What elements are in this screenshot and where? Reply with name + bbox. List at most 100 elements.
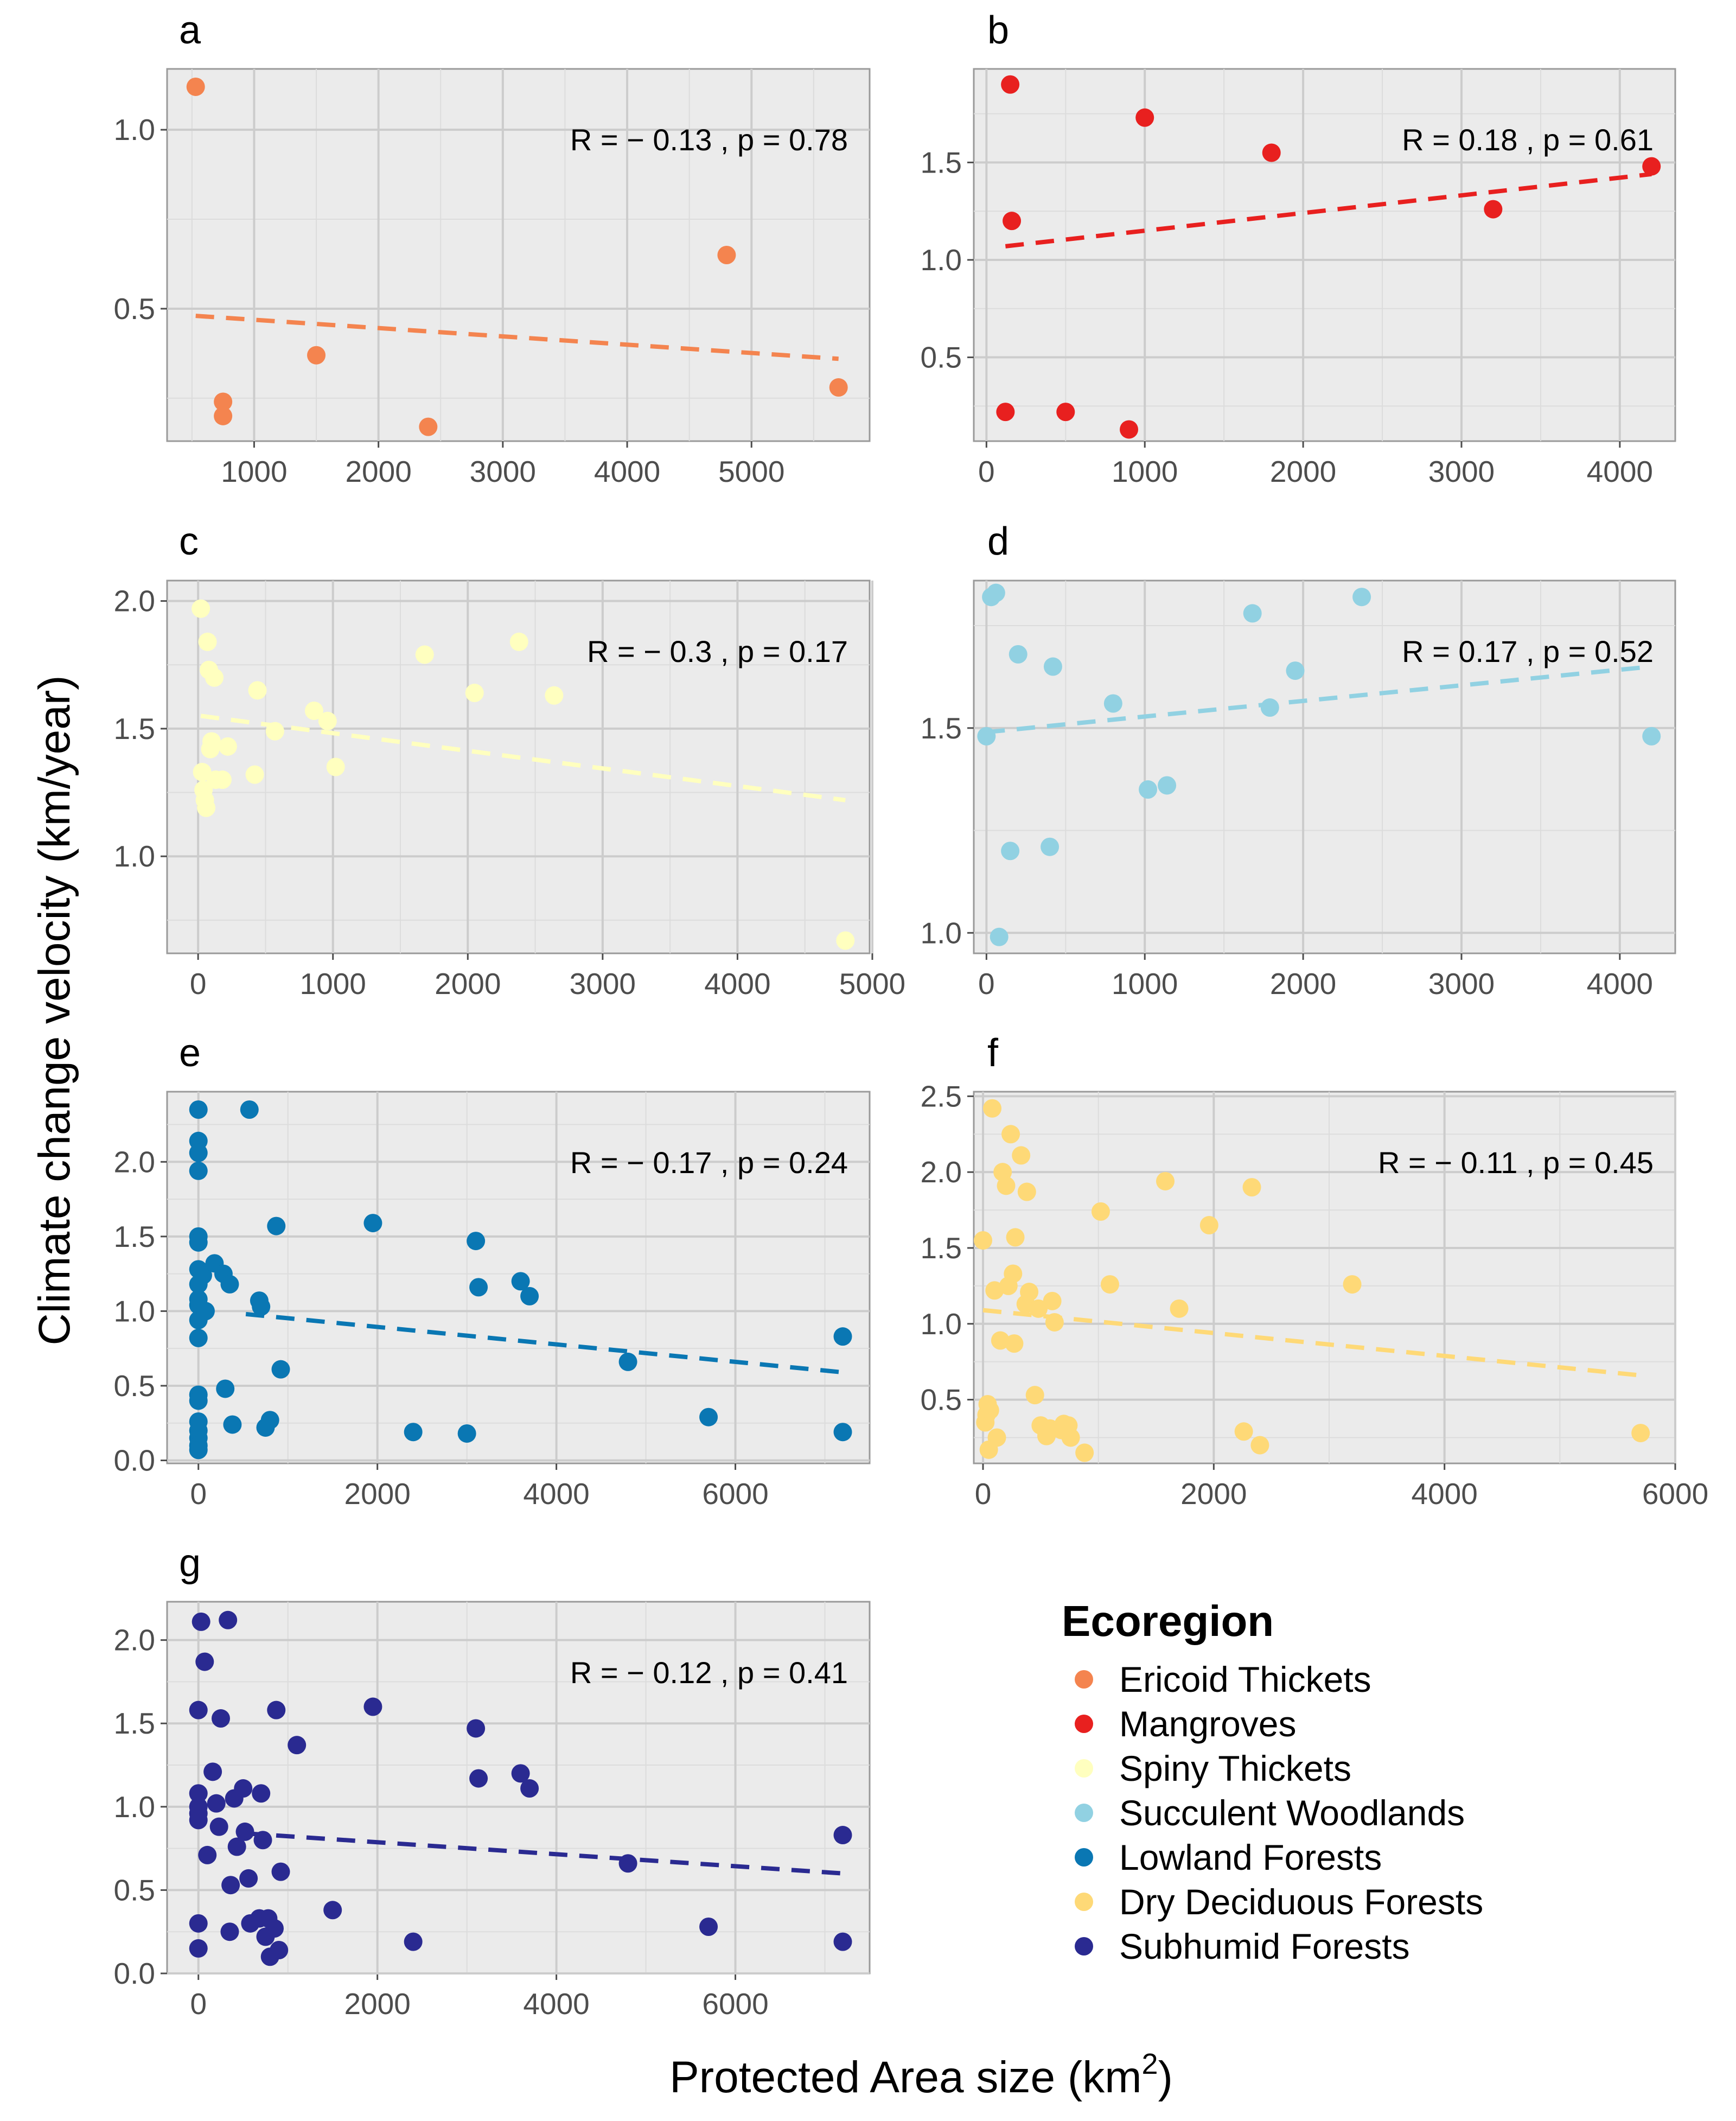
x-tick-label: 1000 <box>221 455 287 488</box>
data-point <box>189 1700 208 1719</box>
legend-key <box>1075 1848 1093 1867</box>
data-point <box>193 1266 212 1285</box>
data-point <box>1156 1171 1175 1190</box>
data-point <box>189 1100 208 1119</box>
data-point <box>207 1794 226 1813</box>
x-tick-label: 4000 <box>1587 455 1653 488</box>
data-point <box>239 1869 258 1888</box>
data-point <box>1005 1334 1024 1353</box>
y-tick-label: 2.0 <box>114 1623 155 1657</box>
regression-line <box>245 1311 843 1375</box>
data-point <box>467 1232 486 1251</box>
legend-key <box>1075 1804 1093 1822</box>
data-point <box>198 1845 217 1864</box>
y-tick-label: 0.5 <box>114 1369 155 1403</box>
data-point <box>1262 143 1281 162</box>
data-point <box>318 711 337 730</box>
data-point <box>990 927 1009 946</box>
y-tick-label: 1.5 <box>921 711 962 745</box>
x-tick-label: 2000 <box>344 1987 410 2021</box>
data-point <box>469 1769 488 1788</box>
x-tick-label: 0 <box>190 1477 207 1511</box>
y-axis-title: Climate change velocity (km/year) <box>30 676 79 1346</box>
data-point <box>189 1328 208 1347</box>
x-tick-label: 1000 <box>300 967 366 1001</box>
data-point <box>267 1700 286 1719</box>
panel-label-f: f <box>987 1031 999 1075</box>
x-tick-label: 0 <box>978 967 995 1001</box>
data-point <box>1120 420 1139 439</box>
data-point <box>980 1401 999 1420</box>
y-tick-label: 1.5 <box>114 1706 155 1740</box>
data-point <box>189 1143 208 1162</box>
x-tick-label: 2000 <box>1270 967 1336 1001</box>
y-tick-label: 0.5 <box>114 292 155 326</box>
y-tick-label: 1.5 <box>921 145 962 179</box>
data-point <box>248 681 267 700</box>
data-point <box>465 684 484 703</box>
data-point <box>1139 780 1158 799</box>
data-point <box>419 417 438 436</box>
legend-key <box>1075 1759 1093 1778</box>
x-tick-label: 4000 <box>594 455 660 488</box>
x-axis-title: Protected Area size (km2) <box>669 2048 1173 2102</box>
data-point <box>1170 1299 1189 1318</box>
plot-area-f <box>973 1091 1676 1464</box>
data-point <box>326 757 345 776</box>
data-point <box>192 599 210 618</box>
data-point <box>271 1862 290 1881</box>
data-point <box>1003 212 1022 231</box>
y-tick-label: 0.5 <box>921 341 962 374</box>
data-point <box>1001 1125 1020 1144</box>
data-point <box>189 1233 208 1252</box>
data-point <box>203 1762 222 1781</box>
data-point <box>1012 1146 1031 1165</box>
correlation-label: R = − 0.12 , p = 0.41 <box>570 1655 848 1690</box>
data-point <box>267 1216 286 1235</box>
data-point <box>509 632 528 651</box>
data-point <box>1642 727 1661 746</box>
plot-area-b <box>973 68 1676 442</box>
x-tick-label: 2000 <box>344 1477 410 1511</box>
x-tick-label: 2000 <box>345 455 411 488</box>
x-axis-title-superscript: 2 <box>1142 2048 1158 2080</box>
data-point <box>1025 1386 1044 1405</box>
y-tick-label: 1.5 <box>114 712 155 746</box>
data-point <box>189 1939 208 1958</box>
data-point <box>1061 1428 1080 1447</box>
y-tick-label: 1.0 <box>114 1294 155 1328</box>
data-point <box>186 77 205 96</box>
panel-f: f 0 2000 4000 6000 0.5 1.0 1.5 2.0 2.5 R = − 0.11 … <box>921 1031 1709 1511</box>
data-point <box>227 1837 246 1856</box>
y-tick-label: 1.0 <box>921 916 962 950</box>
data-point <box>234 1779 253 1798</box>
panel-d: d 0 1000 2000 3000 4000 1.0 1.5 R = 0.17 , p = 0… <box>921 520 1676 1001</box>
y-tick-label: 2.0 <box>114 584 155 618</box>
data-point <box>987 1428 1006 1447</box>
data-point <box>991 1331 1010 1350</box>
data-point <box>1056 403 1075 422</box>
data-point <box>363 1214 382 1233</box>
x-tick-label: 4000 <box>1411 1477 1477 1511</box>
data-point <box>985 1281 1004 1300</box>
data-point <box>415 645 434 664</box>
y-tick-label: 0.5 <box>921 1383 962 1417</box>
data-point <box>469 1278 488 1297</box>
data-point <box>260 1411 279 1430</box>
regression-line <box>245 1831 843 1876</box>
data-point <box>1043 1291 1062 1310</box>
data-point <box>363 1697 382 1716</box>
legend-label: Lowland Forests <box>1119 1837 1382 1877</box>
data-point <box>833 1423 852 1442</box>
data-point <box>1250 1436 1269 1455</box>
y-tick-label: 1.0 <box>114 1790 155 1824</box>
regression-line <box>982 1308 1641 1378</box>
data-point <box>193 762 212 781</box>
y-tick-label: 1.5 <box>114 1220 155 1253</box>
data-point <box>511 1272 530 1291</box>
data-point <box>699 1407 718 1426</box>
data-point <box>192 1612 210 1631</box>
y-tick-label: 1.5 <box>921 1231 962 1265</box>
data-point <box>618 1352 637 1371</box>
